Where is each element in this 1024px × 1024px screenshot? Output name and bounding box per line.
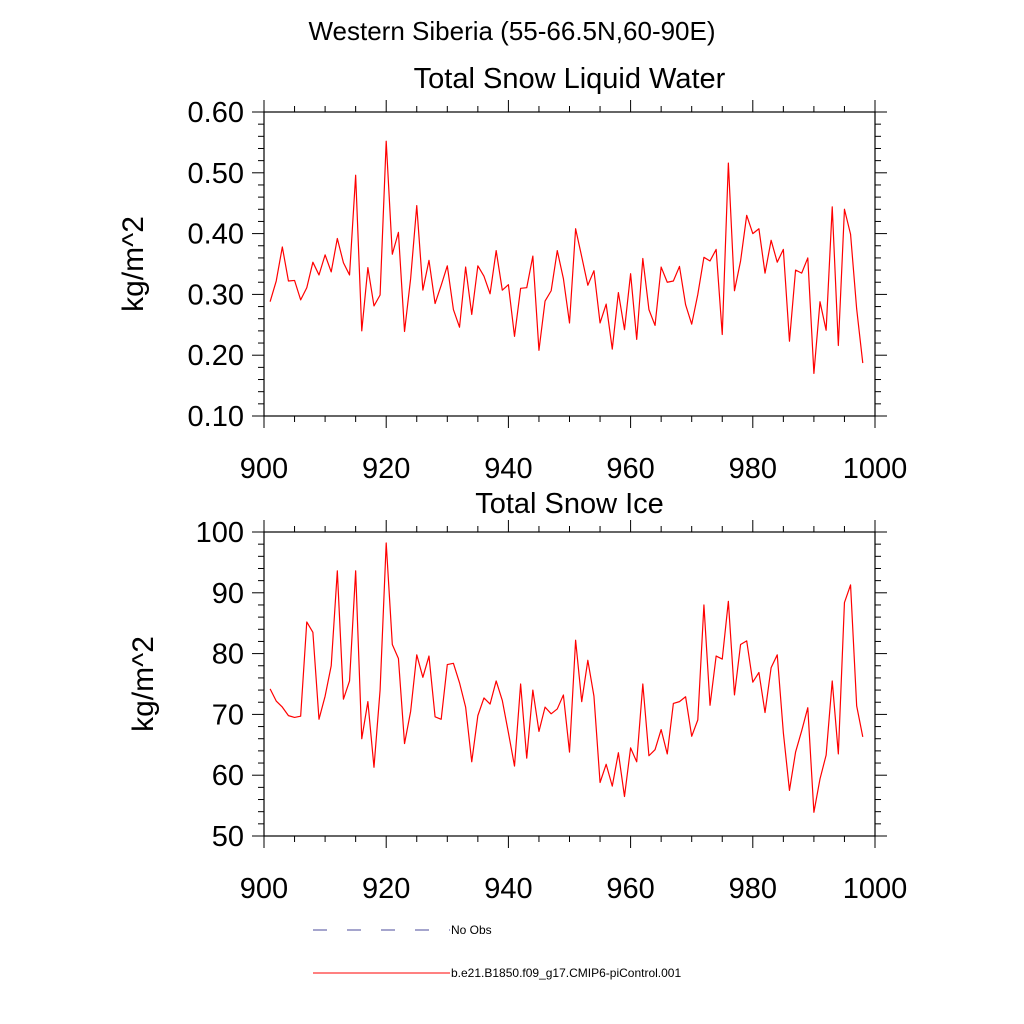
x-tick-label: 940 — [484, 873, 532, 905]
legend: No Obs b.e21.B1850.f09_g17.CMIP6-piContro… — [313, 923, 681, 980]
plot-frame — [263, 111, 876, 417]
y-tick-label: 0.20 — [188, 340, 244, 372]
y-tick-label: 80 — [212, 639, 244, 671]
x-tick-label: 940 — [484, 453, 532, 485]
series-line — [269, 140, 864, 375]
y-tick-label: 50 — [212, 821, 244, 853]
y-axis-label: kg/m^2 — [127, 636, 160, 732]
legend-label: No Obs — [451, 923, 492, 937]
x-tick-label: 920 — [362, 873, 410, 905]
x-tick-label: 920 — [362, 453, 410, 485]
x-tick-label: 900 — [240, 453, 288, 485]
x-tick-label: 980 — [729, 453, 777, 485]
y-tick-label: 90 — [212, 578, 244, 610]
x-tick-label: 1000 — [843, 453, 908, 485]
y-axis-label: kg/m^2 — [117, 216, 150, 312]
chart-title: Total Snow Ice — [475, 488, 664, 520]
y-tick-label: 0.30 — [188, 279, 244, 311]
panel-snow-ice: Total Snow Ice kg/m^2 900 920 940 960 980 1000 5… — [127, 488, 907, 905]
x-tick-label: 960 — [606, 873, 654, 905]
y-tick-label: 70 — [212, 699, 244, 731]
series-line — [269, 542, 864, 813]
y-tick-label: 100 — [196, 517, 244, 549]
figure-supertitle: Western Siberia (55-66.5N,60-90E) — [308, 16, 716, 46]
legend-label: b.e21.B1850.f09_g17.CMIP6-piControl.001 — [451, 966, 681, 980]
x-tick-label: 980 — [729, 873, 777, 905]
y-tick-label: 0.40 — [188, 219, 244, 251]
y-tick-label: 0.50 — [188, 158, 244, 190]
x-tick-label: 1000 — [843, 873, 908, 905]
x-tick-label: 960 — [606, 453, 654, 485]
panel-snow-liquid-water: Total Snow Liquid Water kg/m^2 900 920 940 96… — [117, 63, 907, 485]
x-tick-label: 900 — [240, 873, 288, 905]
y-tick-label: 60 — [212, 760, 244, 792]
y-tick-label: 0.60 — [188, 97, 244, 129]
y-tick-label: 0.10 — [188, 401, 244, 433]
chart-title: Total Snow Liquid Water — [414, 63, 726, 95]
